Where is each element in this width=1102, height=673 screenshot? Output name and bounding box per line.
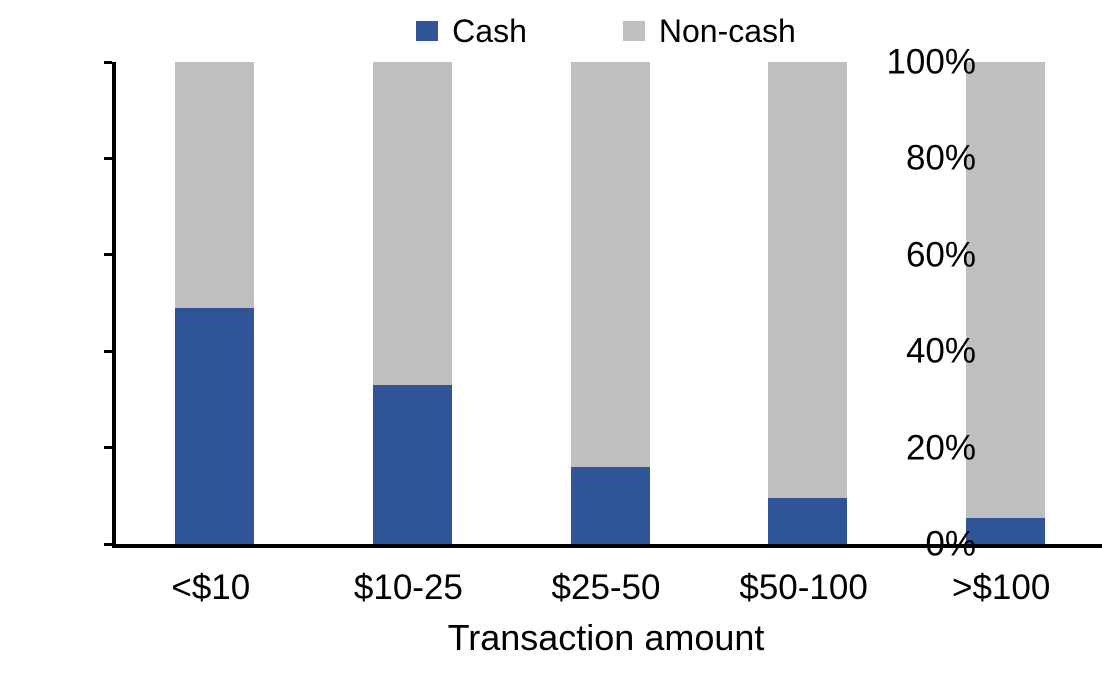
x-axis-tick-label: $10-25 — [353, 568, 463, 607]
bar-segment-cash — [372, 384, 452, 544]
cash-legend-swatch-icon — [416, 21, 439, 41]
cash-legend-label: Cash — [452, 13, 527, 49]
x-axis-tick-label: $25-50 — [551, 568, 661, 607]
y-axis-tick-mark — [104, 156, 112, 160]
non-cash-legend-label: Non-cash — [658, 13, 796, 49]
bar-segment-cash — [570, 466, 650, 544]
y-axis-tick-mark — [104, 253, 112, 257]
x-axis-line — [112, 544, 1102, 548]
non-cash-legend-swatch-icon — [622, 21, 645, 41]
bar-segment-cash — [965, 517, 1045, 544]
bar-segment-non-cash — [175, 62, 255, 308]
y-axis-tick-label: 100% — [886, 42, 976, 82]
y-axis-tick-mark — [104, 60, 112, 64]
bar-segment-cash — [175, 307, 255, 544]
legend-item-non-cash: Non-cash — [622, 13, 796, 49]
bar-segment-non-cash — [372, 62, 452, 385]
y-axis-tick-label: 40% — [905, 331, 976, 371]
bar-segment-cash — [768, 498, 848, 544]
y-axis-tick-label: 60% — [905, 235, 976, 275]
plot-area — [104, 60, 1102, 548]
bar-segment-non-cash — [768, 62, 848, 499]
legend: Cash Non-cash — [112, 8, 1100, 54]
x-axis-tick-label: <$10 — [171, 568, 251, 607]
x-axis-tick-label: $50-100 — [739, 568, 868, 607]
y-axis-tick-label: 20% — [905, 428, 976, 468]
x-axis-tick-label: >$100 — [952, 568, 1051, 607]
legend-item-cash: Cash — [416, 15, 527, 47]
y-axis-tick-label: 0% — [925, 524, 976, 564]
y-axis-tick-mark — [104, 542, 112, 546]
y-axis-tick-label: 80% — [905, 138, 976, 178]
x-axis-title: Transaction amount — [447, 617, 765, 658]
bar-segment-non-cash — [570, 62, 650, 467]
bar-segment-non-cash — [965, 62, 1045, 518]
y-axis-tick-mark — [104, 446, 112, 450]
y-axis-tick-mark — [104, 349, 112, 353]
